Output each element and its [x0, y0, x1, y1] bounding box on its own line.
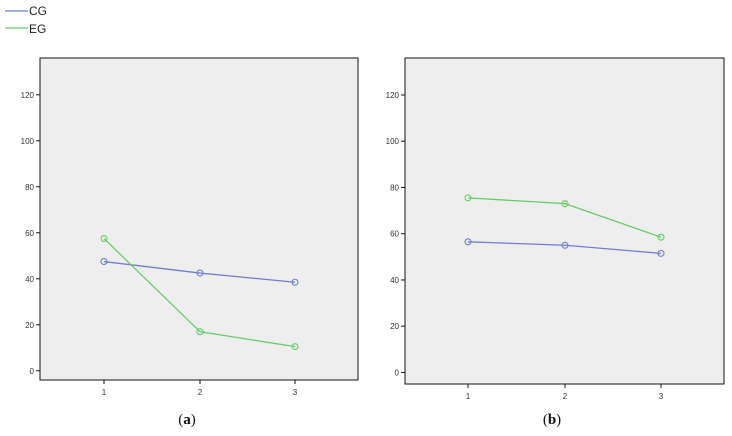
- series-line-a-eg: [103, 238, 296, 348]
- data-point-b-eg-3: [657, 233, 665, 241]
- data-point-a-eg-1: [100, 235, 108, 243]
- data-point-a-eg-3: [291, 343, 299, 351]
- y-tick-label-a-40: 40: [25, 275, 34, 284]
- x-tick-label-b-1: 1: [466, 392, 471, 401]
- data-point-a-cg-2: [196, 269, 204, 277]
- y-tick-label-a-0: 0: [30, 367, 35, 376]
- x-tick-label-b-2: 2: [563, 392, 568, 401]
- y-tick-label-b-0: 0: [395, 368, 400, 377]
- data-point-b-eg-2: [561, 200, 569, 208]
- data-point-b-cg-2: [561, 241, 569, 249]
- legend-item-cg: CG: [5, 4, 47, 18]
- chart-a: 0 20 40 60 80 100 120 1 2 3: [21, 57, 359, 397]
- y-tick-label-b-100: 100: [386, 137, 400, 146]
- x-tick-label-a-3: 3: [293, 388, 298, 397]
- y-tick-label-a-120: 120: [21, 91, 35, 100]
- data-point-b-cg-1: [464, 238, 472, 246]
- plot-area-b: [404, 57, 725, 385]
- caption-b-open-paren: (: [543, 412, 548, 428]
- legend-label-cg: CG: [29, 4, 47, 18]
- y-tick-label-b-40: 40: [390, 276, 399, 285]
- caption-b-close-paren: ): [556, 412, 561, 428]
- x-tick-label-a-2: 2: [198, 388, 203, 397]
- series-line-a-cg: [103, 260, 296, 283]
- series-line-b-eg: [467, 197, 662, 238]
- y-tick-label-a-80: 80: [25, 183, 34, 192]
- series-line-b-cg: [467, 241, 662, 255]
- y-tick-label-b-20: 20: [390, 322, 399, 331]
- y-tick-label-a-100: 100: [21, 137, 35, 146]
- plot-area-a: [39, 57, 359, 381]
- y-tick-label-b-80: 80: [390, 183, 399, 192]
- caption-a-letter: a: [183, 412, 191, 428]
- legend-label-eg: EG: [29, 22, 46, 36]
- data-point-a-cg-1: [100, 257, 108, 266]
- caption-b: (b): [543, 412, 561, 428]
- data-point-a-cg-3: [291, 278, 299, 286]
- y-tick-label-b-120: 120: [386, 91, 400, 100]
- caption-a-open-paren: (: [178, 412, 183, 428]
- caption-a: (a): [178, 412, 196, 428]
- chart-b: 0 20 40 60 80 100 120 1 2 3: [386, 57, 725, 401]
- y-tick-label-a-60: 60: [25, 229, 34, 238]
- legend-item-eg: EG: [5, 22, 46, 36]
- caption-a-close-paren: ): [191, 412, 196, 428]
- data-point-b-eg-1: [464, 194, 472, 202]
- x-tick-label-a-1: 1: [102, 388, 107, 397]
- data-point-b-cg-3: [657, 249, 665, 257]
- data-point-a-eg-2: [196, 328, 204, 336]
- y-tick-label-b-60: 60: [390, 230, 399, 239]
- x-tick-label-b-3: 3: [659, 392, 664, 401]
- legend: CG EG: [5, 4, 47, 36]
- y-tick-label-a-20: 20: [25, 321, 34, 330]
- caption-b-letter: b: [548, 412, 556, 428]
